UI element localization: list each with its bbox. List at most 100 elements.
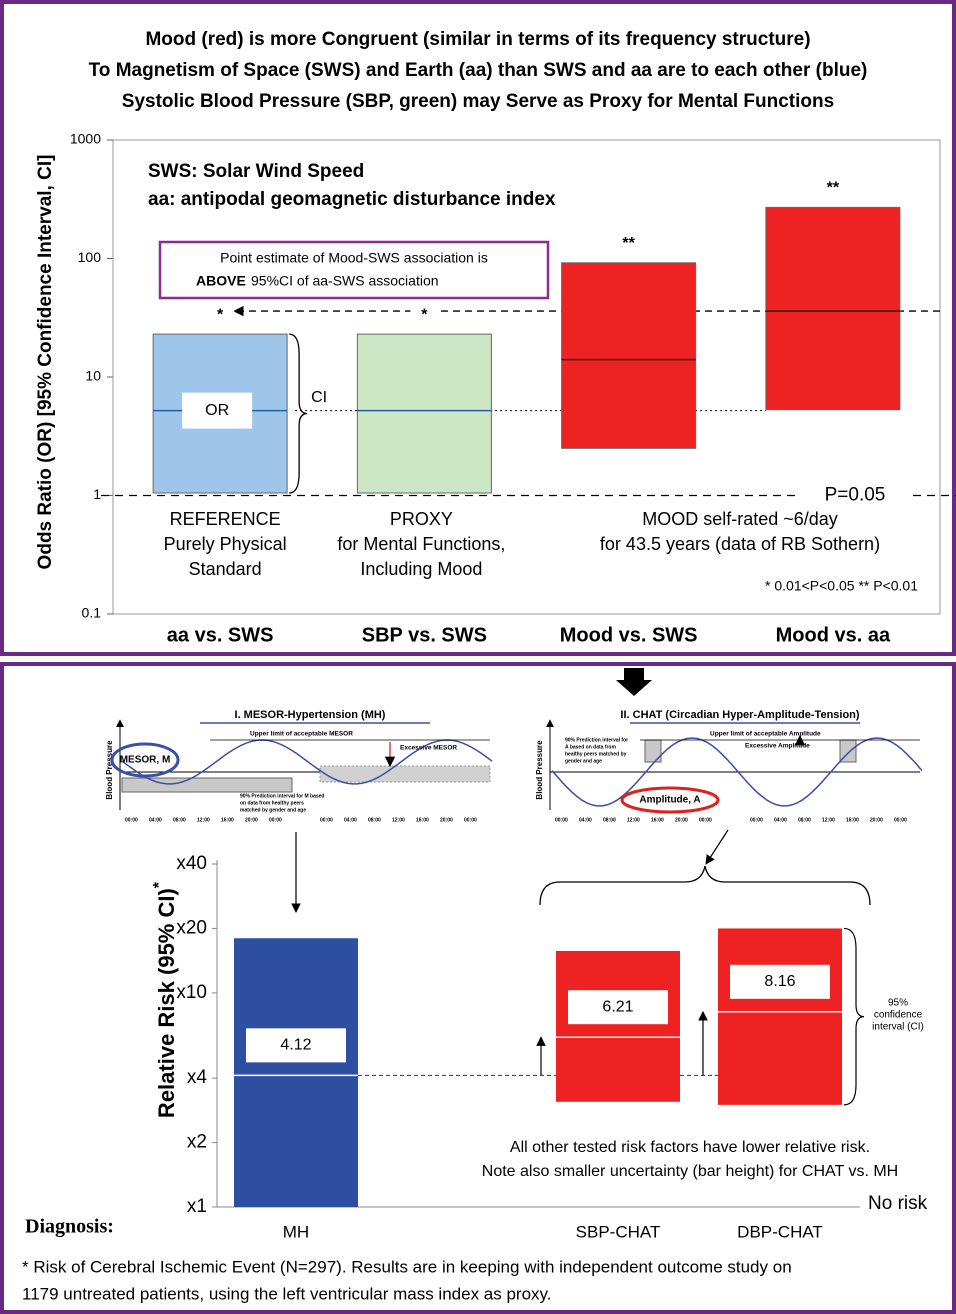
- clock-label: 04:00: [774, 817, 787, 823]
- clock-label: 20:00: [870, 817, 883, 823]
- clock-label: 16:00: [416, 817, 429, 823]
- clock-label: 16:00: [651, 817, 664, 823]
- interval-label: gender and age: [565, 758, 602, 764]
- y-tick-label: 1: [93, 486, 101, 502]
- clock-label: 16:00: [846, 817, 859, 823]
- footnote: * Risk of Cerebral Ischemic Event (N=297…: [22, 1257, 792, 1276]
- interval-bar: [357, 334, 491, 493]
- threshold-label: P=0.05: [825, 485, 886, 506]
- y-tick-label: x40: [176, 853, 207, 874]
- clock-label: 16:00: [221, 817, 234, 823]
- footnote: 1179 untreated patients, using the left …: [22, 1284, 552, 1303]
- y-axis-label: Odds Ratio (OR) [95% Confidence Interval…: [35, 155, 56, 570]
- prediction-band: [320, 766, 490, 782]
- clock-label: 12:00: [392, 817, 405, 823]
- clock-label: 04:00: [149, 817, 162, 823]
- significance-label: *: [421, 306, 428, 323]
- ci-label: CI: [311, 389, 327, 406]
- schematic-axis-label: Blood Pressure: [105, 740, 114, 800]
- y-tick-label: x4: [187, 1067, 208, 1088]
- clock-label: 04:00: [344, 817, 357, 823]
- interval-label: healthy peers matched by: [565, 751, 627, 757]
- ci-brace: [844, 928, 864, 1104]
- callout-text: 95%CI of aa-SWS association: [251, 273, 439, 289]
- marker-label: Amplitude, A: [639, 795, 700, 806]
- group-label: Purely Physical: [164, 534, 287, 554]
- clock-label: 00:00: [320, 817, 333, 823]
- baseline-label: No risk: [868, 1193, 928, 1214]
- group-brace: [540, 866, 870, 905]
- category-label: MH: [283, 1222, 309, 1241]
- clock-label: 00:00: [699, 817, 712, 823]
- interval-label: on data from healthy peers: [240, 800, 304, 806]
- group-label: PROXY: [390, 509, 453, 529]
- value-label: 6.21: [602, 998, 633, 1015]
- group-label: REFERENCE: [170, 509, 281, 529]
- upper-limit-label: Upper limit of acceptable MESOR: [250, 731, 353, 738]
- interval-label: 90% Prediction interval for M based: [240, 793, 324, 799]
- clock-label: 00:00: [750, 817, 763, 823]
- clock-label: 12:00: [627, 817, 640, 823]
- group-label: for 43.5 years (data of RB Sothern): [600, 534, 880, 554]
- y-tick-label: x1: [187, 1196, 207, 1217]
- category-label: DBP-CHAT: [737, 1222, 823, 1241]
- x-axis-label: Diagnosis:: [25, 1216, 114, 1238]
- significance-label: *: [217, 306, 224, 323]
- clock-label: 00:00: [125, 817, 138, 823]
- upper-limit-label: Upper limit of acceptable Amplitude: [710, 731, 821, 738]
- clock-label: 20:00: [245, 817, 258, 823]
- group-label: for Mental Functions,: [337, 534, 505, 554]
- interval-label: A based on data from: [565, 744, 616, 750]
- interval-bar: [562, 263, 696, 449]
- focus-arrow: [616, 668, 652, 696]
- group-label: Including Mood: [360, 559, 482, 579]
- value-label: 4.12: [280, 1037, 311, 1054]
- interval-label: matched by gender and age: [240, 807, 306, 813]
- y-axis-label-text: Relative Risk (95% CI): [154, 888, 179, 1118]
- category-label: Mood vs. SWS: [560, 624, 698, 646]
- significance-label: **: [622, 235, 635, 252]
- chart-title: Mood (red) is more Congruent (similar in…: [145, 29, 810, 50]
- y-tick-label: 1000: [70, 131, 101, 147]
- group-label: Standard: [189, 559, 262, 579]
- legend-text: aa: antipodal geomagnetic disturbance in…: [148, 189, 556, 210]
- y-tick-label: x20: [176, 917, 207, 938]
- category-label: aa vs. SWS: [167, 624, 274, 646]
- schematic-title: I. MESOR-Hypertension (MH): [235, 709, 386, 721]
- clock-label: 08:00: [368, 817, 381, 823]
- excess-label: Excessive MESOR: [400, 745, 457, 752]
- clock-label: 00:00: [464, 817, 477, 823]
- y-axis-label: Relative Risk (95% CI)*: [151, 881, 179, 1118]
- or-label: OR: [205, 402, 229, 419]
- schematic-title: II. CHAT (Circadian Hyper-Amplitude-Tens…: [620, 709, 859, 721]
- prediction-band: [122, 778, 292, 792]
- clock-label: 08:00: [798, 817, 811, 823]
- clock-label: 20:00: [675, 817, 688, 823]
- significance-label: **: [827, 180, 840, 197]
- marker-label: MESOR, M: [120, 755, 171, 766]
- significance-note: * 0.01<P<0.05 ** P<0.01: [765, 578, 918, 594]
- note: All other tested risk factors have lower…: [510, 1139, 870, 1156]
- clock-label: 08:00: [173, 817, 186, 823]
- ci-label: confidence: [874, 1009, 923, 1020]
- chart-title: To Magnetism of Space (SWS) and Earth (a…: [89, 60, 868, 81]
- category-label: SBP-CHAT: [576, 1222, 661, 1241]
- ci-label: interval (CI): [872, 1021, 924, 1032]
- figure: Mood (red) is more Congruent (similar in…: [0, 0, 956, 1314]
- excess-label: Excessive Amplitude: [745, 743, 810, 750]
- clock-label: 12:00: [197, 817, 210, 823]
- interval-bar: [556, 951, 680, 1102]
- y-tick-label: 10: [85, 368, 101, 384]
- y-axis-label-mark: *: [151, 881, 168, 888]
- y-tick-label: 100: [78, 249, 102, 265]
- group-label: MOOD self-rated ~6/day: [642, 509, 838, 529]
- y-tick-label: 0.1: [82, 605, 102, 621]
- pointer-arrow: [706, 830, 728, 864]
- interval-label: 90% Prediction interval for: [565, 737, 628, 743]
- schematic-axis-label: Blood Pressure: [535, 740, 544, 800]
- clock-label: 00:00: [555, 817, 568, 823]
- y-tick-label: x10: [176, 982, 207, 1003]
- clock-label: 12:00: [822, 817, 835, 823]
- category-label: SBP vs. SWS: [362, 624, 487, 646]
- interval-bar: [766, 207, 900, 409]
